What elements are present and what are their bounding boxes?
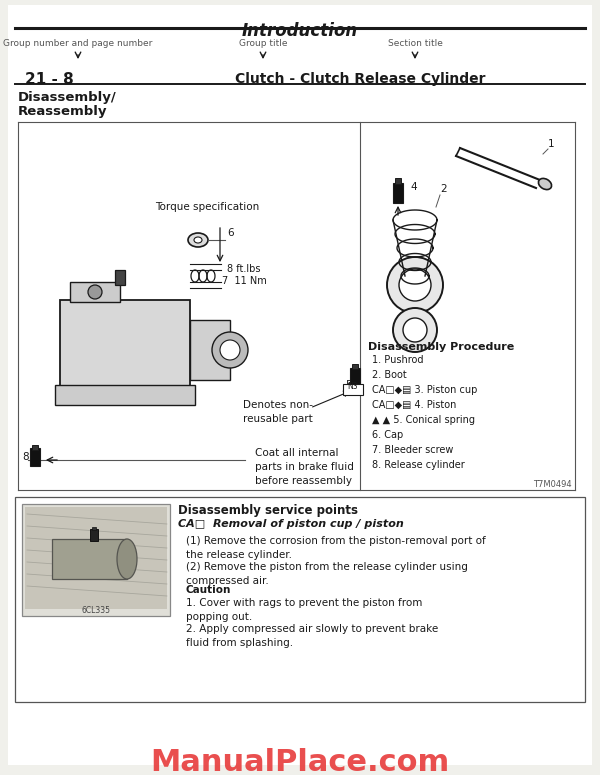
Text: 4: 4 [410,182,416,192]
Circle shape [393,308,437,352]
Bar [115,270,125,285]
Text: 8. Release cylinder: 8. Release cylinder [372,460,465,470]
Text: T7M0494: T7M0494 [533,480,572,489]
Bar [90,529,98,541]
Text: 7. Bleeder screw: 7. Bleeder screw [372,445,454,455]
Text: Torque specification: Torque specification [155,202,259,212]
Bar [350,368,360,384]
Circle shape [387,257,443,313]
Bar [55,385,195,405]
Text: Caution: Caution [186,585,232,595]
Text: 1: 1 [548,139,554,149]
Text: Introduction: Introduction [242,22,358,40]
Text: 1. Pushrod: 1. Pushrod [372,355,424,365]
Text: ▲ ▲ 5. Conical spring: ▲ ▲ 5. Conical spring [372,415,475,425]
Text: ManualPlace.com: ManualPlace.com [151,748,449,775]
Bar [393,183,403,203]
Bar [22,504,170,616]
Text: 7  11 Nm: 7 11 Nm [222,276,267,286]
Text: Denotes non-
reusable part: Denotes non- reusable part [243,400,313,424]
Bar [352,364,358,369]
Ellipse shape [538,178,551,190]
Text: Section title: Section title [388,39,442,48]
Text: Group number and page number: Group number and page number [4,39,152,48]
Text: 21 - 8: 21 - 8 [25,72,74,87]
Text: N3: N3 [347,382,358,391]
Text: 2: 2 [440,184,446,194]
Bar [70,282,120,302]
Bar [60,300,190,400]
Circle shape [403,318,427,342]
Text: (1) Remove the corrosion from the piston-removal port of
the release cylinder.: (1) Remove the corrosion from the piston… [186,536,486,560]
Text: 8 ft.lbs: 8 ft.lbs [227,264,260,274]
Text: Disassembly/: Disassembly/ [18,91,117,104]
Bar [343,384,363,395]
Text: CA□◆▤ 3. Piston cup: CA□◆▤ 3. Piston cup [372,385,478,395]
Text: CA□  Removal of piston cup / piston: CA□ Removal of piston cup / piston [178,519,404,529]
Circle shape [220,340,240,360]
Text: 2. Apply compressed air slowly to prevent brake
fluid from splashing.: 2. Apply compressed air slowly to preven… [186,624,438,648]
Bar [15,497,585,702]
Text: Reassembly: Reassembly [18,105,107,118]
Bar [92,527,96,530]
Ellipse shape [194,237,202,243]
Text: Disassembly Procedure: Disassembly Procedure [368,342,514,352]
Circle shape [212,332,248,368]
Bar [395,178,401,184]
Text: 6. Cap: 6. Cap [372,430,403,440]
Text: Clutch - Clutch Release Cylinder: Clutch - Clutch Release Cylinder [235,72,485,86]
Bar [190,320,230,380]
Text: 8: 8 [22,452,29,462]
Text: (2) Remove the piston from the release cylinder using
compressed air.: (2) Remove the piston from the release c… [186,562,468,586]
Text: Coat all internal
parts in brake fluid
before reassembly: Coat all internal parts in brake fluid b… [255,448,354,486]
Text: CA□◆▤ 4. Piston: CA□◆▤ 4. Piston [372,400,457,410]
Text: 2. Boot: 2. Boot [372,370,407,380]
Bar [32,445,38,450]
Text: Group title: Group title [239,39,287,48]
Bar [30,448,40,466]
Ellipse shape [188,233,208,247]
Text: Disassembly service points: Disassembly service points [178,504,358,517]
Text: 6: 6 [227,228,233,238]
Text: 1. Cover with rags to prevent the piston from
popping out.: 1. Cover with rags to prevent the piston… [186,598,422,622]
Text: 5: 5 [345,380,352,390]
Circle shape [399,269,431,301]
Bar [25,507,167,609]
Ellipse shape [117,539,137,579]
Circle shape [88,285,102,299]
Bar [52,539,127,579]
Text: 6CL335: 6CL335 [82,606,110,615]
